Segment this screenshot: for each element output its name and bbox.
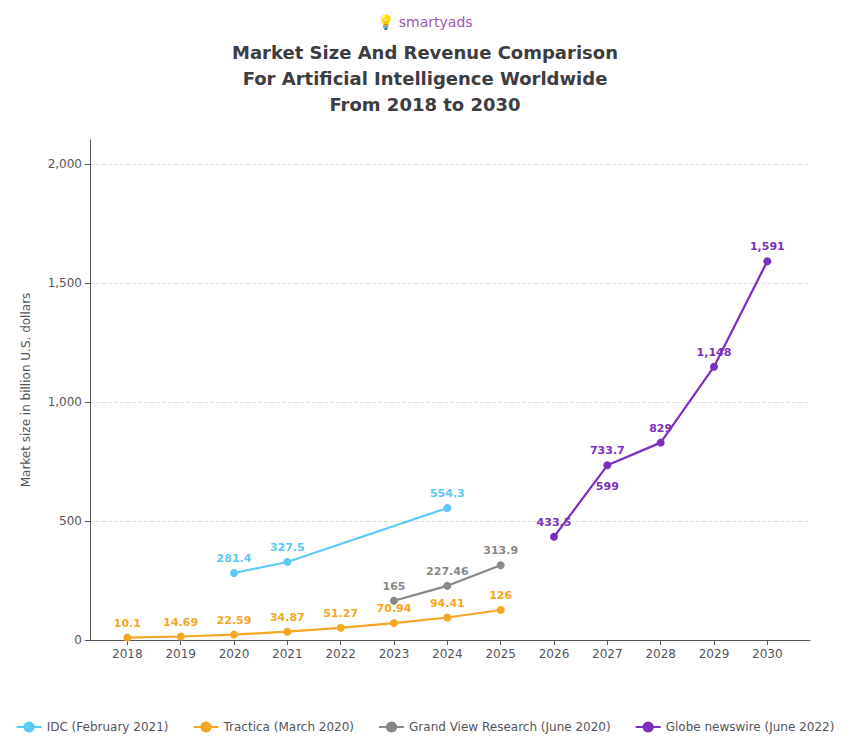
svg-text:Market Size And Revenue Compar: Market Size And Revenue Comparison: [232, 42, 618, 63]
svg-text:554.3: 554.3: [430, 487, 465, 500]
svg-text:2027: 2027: [592, 647, 623, 661]
svg-text:733.7: 733.7: [590, 444, 625, 457]
svg-text:313.9: 313.9: [483, 544, 518, 557]
svg-text:2,000: 2,000: [48, 157, 82, 171]
svg-text:94.41: 94.41: [430, 597, 465, 610]
svg-text:2023: 2023: [379, 647, 410, 661]
svg-text:2025: 2025: [485, 647, 516, 661]
svg-text:Grand View Research (June 2020: Grand View Research (June 2020): [409, 720, 611, 734]
svg-text:22.59: 22.59: [217, 614, 252, 627]
svg-text:2029: 2029: [699, 647, 730, 661]
svg-text:2020: 2020: [219, 647, 250, 661]
svg-text:2022: 2022: [325, 647, 356, 661]
svg-text:70.94: 70.94: [377, 602, 412, 615]
svg-text:1,591: 1,591: [750, 240, 785, 253]
svg-text:For Artificial Intelligence Wo: For Artificial Intelligence Worldwide: [243, 68, 608, 89]
svg-text:165: 165: [383, 580, 406, 593]
svg-text:51.27: 51.27: [323, 607, 358, 620]
svg-text:34.87: 34.87: [270, 611, 305, 624]
svg-text:2030: 2030: [752, 647, 783, 661]
svg-text:500: 500: [59, 514, 82, 528]
svg-text:From 2018 to 2030: From 2018 to 2030: [329, 94, 520, 115]
svg-text:1,500: 1,500: [48, 276, 82, 290]
svg-text:0: 0: [74, 633, 82, 647]
svg-text:14.69: 14.69: [163, 616, 198, 629]
svg-text:2024: 2024: [432, 647, 463, 661]
svg-text:💡 smartyads: 💡 smartyads: [377, 14, 472, 31]
svg-text:126: 126: [489, 589, 512, 602]
svg-text:Tractica (March 2020): Tractica (March 2020): [222, 720, 354, 734]
svg-text:433.5: 433.5: [537, 516, 572, 529]
svg-text:2019: 2019: [165, 647, 196, 661]
svg-text:Globe newswire (June 2022): Globe newswire (June 2022): [666, 720, 835, 734]
svg-text:599: 599: [596, 480, 619, 493]
svg-text:829: 829: [649, 422, 672, 435]
svg-text:1,000: 1,000: [48, 395, 82, 409]
svg-text:2018: 2018: [112, 647, 143, 661]
svg-text:IDC (February 2021): IDC (February 2021): [47, 720, 169, 734]
svg-text:2021: 2021: [272, 647, 303, 661]
svg-text:327.5: 327.5: [270, 541, 305, 554]
svg-text:2028: 2028: [645, 647, 676, 661]
svg-text:281.4: 281.4: [217, 552, 252, 565]
svg-text:1,148: 1,148: [697, 346, 732, 359]
svg-text:227.46: 227.46: [426, 565, 469, 578]
svg-text:Market size in billion U.S. do: Market size in billion U.S. dollars: [19, 293, 33, 488]
svg-text:2026: 2026: [539, 647, 570, 661]
svg-text:10.1: 10.1: [114, 617, 141, 630]
